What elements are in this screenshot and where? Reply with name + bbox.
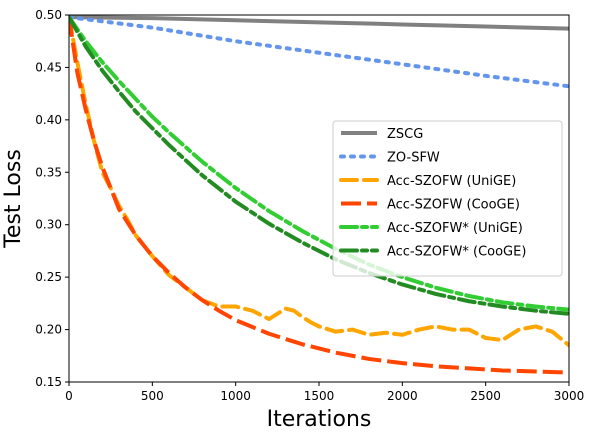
x-axis-title: Iterations: [267, 407, 372, 432]
x-tick-label: 500: [141, 389, 164, 403]
y-tick-label: 0.20: [35, 323, 62, 337]
legend-label: Acc-SZOFW* (UniGE): [387, 221, 523, 236]
y-tick-label: 0.40: [35, 113, 62, 127]
y-tick-label: 0.15: [35, 375, 62, 389]
y-tick-label: 0.45: [35, 60, 62, 74]
x-tick-label: 2000: [387, 389, 418, 403]
y-axis-title: Test Loss: [1, 149, 26, 249]
legend-label: Acc-SZOFW (UniGE): [387, 174, 516, 189]
legend: ZSCG ZO-SFW Acc-SZOFW (UniGE) Acc-SZOFW (Co…: [332, 120, 563, 277]
series-line-5: [69, 15, 569, 312]
legend-label: ZO-SFW: [387, 151, 440, 166]
y-tick-label: 0.35: [35, 165, 62, 179]
legend-box: [332, 120, 563, 277]
series-line-6: [69, 15, 569, 316]
x-tick-label: 1000: [220, 389, 251, 403]
x-tick-label: 0: [65, 389, 73, 403]
x-tick-label: 1500: [304, 389, 335, 403]
legend-label: Acc-SZOFW (CooGE): [387, 198, 520, 213]
y-tick-label: 0.30: [35, 218, 62, 232]
series-layer: [69, 15, 569, 375]
x-tick-label: 2500: [470, 389, 501, 403]
series-line-2: [69, 15, 569, 89]
y-axis-ticks: 0.15 0.20 0.25 0.30 0.35 0.40 0.45 0.50: [35, 8, 69, 389]
legend-label: ZSCG: [387, 127, 423, 142]
y-tick-label: 0.25: [35, 270, 62, 284]
legend-label: Acc-SZOFW* (CooGE): [387, 245, 526, 260]
series-line-4: [69, 16, 569, 375]
x-axis-ticks: 0 500 1000 1500 2000 2500 3000: [65, 382, 584, 403]
x-tick-label: 3000: [554, 389, 585, 403]
series-line-1: [69, 15, 569, 31]
y-tick-label: 0.50: [35, 8, 62, 22]
